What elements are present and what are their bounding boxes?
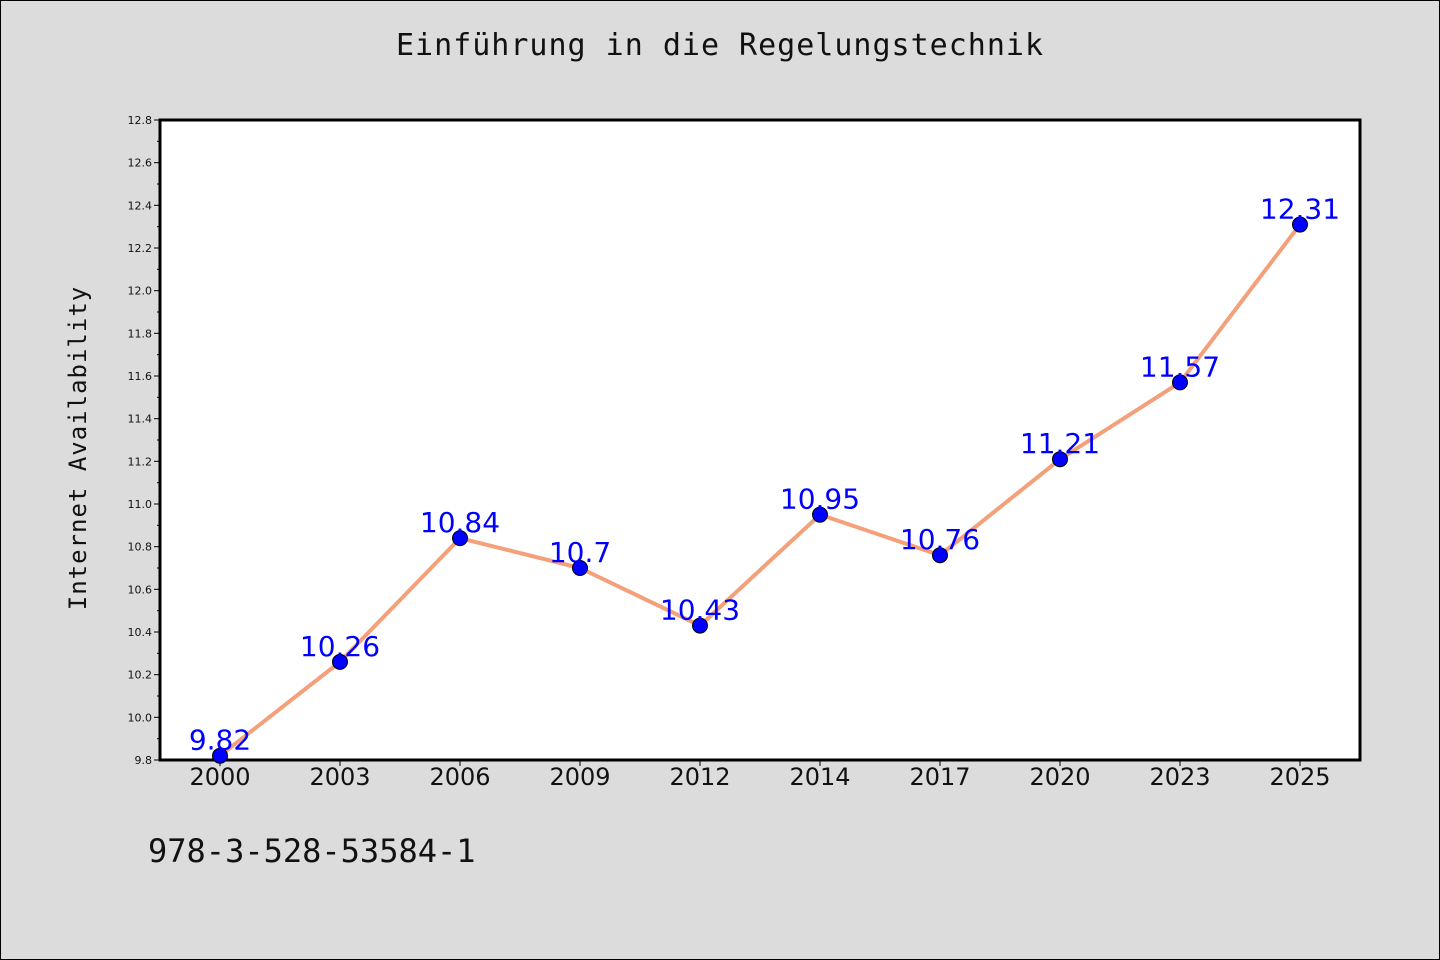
x-tick-label: 2009 [549, 763, 610, 791]
data-point [692, 617, 708, 634]
data-point [812, 506, 828, 523]
y-tick-label: 10.6 [128, 583, 153, 596]
x-tick-label: 2012 [669, 763, 730, 791]
data-label: 11.57 [1140, 350, 1220, 383]
x-tick-label: 2017 [909, 763, 970, 791]
chart-title: Einführung in die Regelungstechnik [395, 28, 1045, 63]
series-layer [212, 216, 1308, 764]
data-label: 10.26 [300, 630, 380, 663]
data-point [452, 530, 468, 547]
y-tick-label: 12.8 [128, 114, 153, 127]
data-label: 10.7 [549, 536, 611, 569]
data-point [1172, 374, 1188, 391]
data-label-layer: 9.82 10.26 10.84 10.7 10.43 10.95 10.76 11.21 11… [189, 193, 1340, 757]
y-tick-label: 10.4 [128, 626, 153, 639]
data-label: 10.95 [780, 483, 860, 516]
data-label: 10.84 [420, 506, 500, 539]
x-tick-label: 2006 [429, 763, 490, 791]
data-label: 11.21 [1020, 427, 1100, 460]
data-label: 9.82 [189, 724, 251, 757]
data-point [932, 547, 948, 564]
y-tick-label: 10.8 [128, 541, 153, 554]
x-tick-label: 2020 [1029, 763, 1090, 791]
data-label: 10.76 [900, 523, 980, 556]
x-tick-label: 2023 [1149, 763, 1210, 791]
isbn-footer: 978-3-528-53584-1 [148, 832, 476, 870]
x-tick-label: 2014 [789, 763, 850, 791]
y-tick-label: 11.2 [128, 455, 153, 468]
series-line [218, 223, 1302, 758]
y-tick-label: 12.2 [128, 242, 153, 255]
data-point [572, 560, 588, 576]
y-tick-label: 11.4 [128, 413, 153, 426]
data-point [1292, 216, 1308, 233]
x-tick-label: 2003 [309, 763, 370, 791]
y-tick-label: 11.6 [128, 370, 153, 383]
y-tick-label: 10.0 [128, 711, 153, 724]
data-point [332, 653, 348, 670]
data-label: 10.43 [660, 594, 740, 627]
data-point [212, 747, 228, 764]
y-tick-label: 10.2 [128, 669, 153, 682]
y-tick-label: 9.8 [135, 754, 153, 767]
y-axis-label: Internet Availability [64, 286, 92, 610]
plot-area [158, 118, 1362, 762]
y-tick-label: 12.4 [128, 199, 153, 212]
y-axis: 9.8 10.0 10.2 10.4 10.6 10.8 11.0 11.2 11.4 11.6 1… [128, 114, 160, 767]
y-tick-label: 11.8 [128, 327, 153, 340]
x-tick-label: 2000 [189, 763, 250, 791]
y-tick-label: 11.0 [128, 498, 153, 511]
data-label: 12.31 [1260, 193, 1340, 226]
x-tick-label: 2025 [1269, 763, 1330, 791]
data-point [1052, 451, 1068, 468]
y-tick-label: 12.6 [128, 157, 153, 170]
y-tick-label: 12.0 [128, 285, 153, 298]
x-axis: 2000 2003 2006 2009 2012 2014 2017 2020 2023 2025 [189, 760, 1331, 791]
